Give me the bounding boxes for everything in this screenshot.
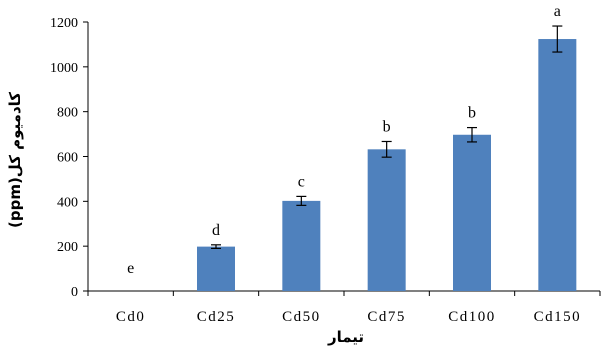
y-tick-label: 800 xyxy=(57,106,78,121)
significance-letter: b xyxy=(383,118,391,135)
x-tick-label: Cd50 xyxy=(282,309,321,325)
x-tick-label: Cd75 xyxy=(367,309,406,325)
y-tick-label: 600 xyxy=(57,151,78,166)
x-axis-title: تیمار xyxy=(327,328,364,346)
bar xyxy=(367,149,406,291)
x-axis: Cd0 Cd25 Cd50 Cd75 Cd100 Cd150 xyxy=(87,290,601,325)
bars xyxy=(197,39,577,291)
significance-letter: c xyxy=(298,173,305,190)
significance-letter: a xyxy=(554,3,561,20)
y-tick-label: 0 xyxy=(71,285,78,300)
significance-letter: e xyxy=(127,260,134,277)
y-tick-label: 1000 xyxy=(50,61,78,76)
x-tick-label: Cd100 xyxy=(448,309,496,325)
bar xyxy=(197,246,235,291)
y-tick-label: 400 xyxy=(57,195,78,210)
bar xyxy=(538,39,577,291)
bar xyxy=(453,134,491,291)
significance-letter: d xyxy=(212,222,220,239)
bar xyxy=(282,200,321,291)
x-tick-label: Cd25 xyxy=(197,309,236,325)
x-tick-label: Cd0 xyxy=(116,309,146,325)
significance-letter: b xyxy=(468,105,476,122)
error-bars xyxy=(211,25,563,250)
significance-letters: e d c b b a xyxy=(127,3,561,277)
y-tick-label: 1200 xyxy=(50,16,78,31)
y-axis: 0 200 400 600 800 1000 1200 xyxy=(50,16,89,300)
y-tick-label: 200 xyxy=(57,240,78,255)
x-tick-label: Cd150 xyxy=(534,309,582,325)
y-axis-title: کادمیوم کل(ppm) xyxy=(6,92,24,228)
